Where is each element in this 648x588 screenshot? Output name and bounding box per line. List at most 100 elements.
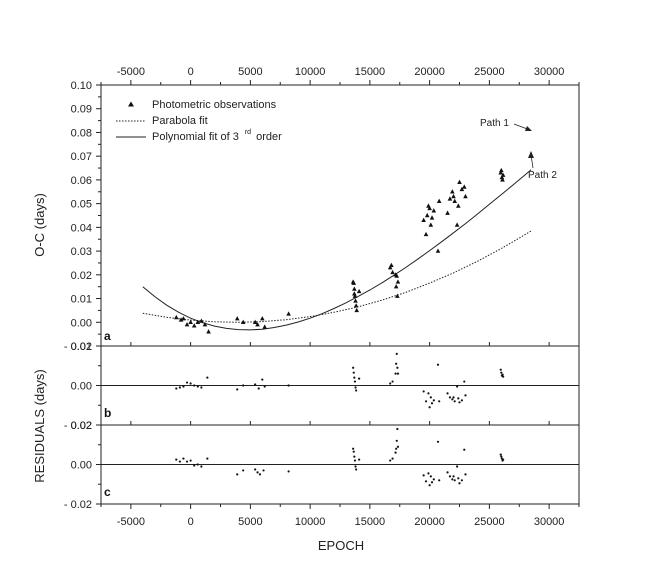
annotation-arrowhead-path-2 [528, 151, 534, 158]
residual-point-b [236, 388, 239, 391]
observation-point [498, 170, 504, 175]
residual-point-b [358, 377, 361, 380]
residual-point-c [396, 427, 399, 431]
x-tick-label-bottom: -5000 [117, 516, 145, 528]
residual-point-b [438, 400, 441, 403]
y-tick-label-a: 0.02 [71, 270, 92, 282]
residual-point-c [206, 457, 209, 460]
observation-point [428, 222, 434, 227]
observation-point [395, 293, 400, 298]
residual-point-c [394, 451, 397, 454]
observation-point [354, 307, 360, 313]
residual-point-c [436, 440, 440, 443]
observation-point [450, 189, 455, 194]
observation-point [240, 319, 246, 324]
residual-point-c [395, 447, 398, 450]
residual-point-c [352, 450, 355, 453]
residual-point-b [193, 384, 196, 387]
observation-point [463, 193, 468, 199]
observation-point [352, 293, 358, 298]
annotation-path-2: Path 2 [528, 170, 557, 181]
data-points [173, 167, 506, 487]
observation-point [178, 317, 184, 322]
observation-point [447, 196, 453, 201]
observation-point [431, 208, 437, 213]
residual-point-b [196, 385, 199, 388]
residual-point-b [422, 390, 425, 393]
residual-point-b [464, 394, 467, 397]
observation-point [195, 319, 201, 324]
residual-point-c [189, 459, 192, 462]
residual-point-c [200, 465, 203, 468]
residual-point-b [355, 389, 358, 392]
y-tick-label-c: 0.00 [71, 460, 92, 472]
residual-point-c [175, 458, 178, 461]
observation-point [435, 248, 441, 253]
residual-point-c [258, 473, 262, 476]
observation-point [459, 186, 465, 192]
residual-point-c [193, 464, 196, 467]
observation-point [500, 172, 506, 177]
residual-point-c [429, 475, 432, 478]
residual-point-c [353, 455, 356, 458]
y-tick-label-c: 0.02 [71, 420, 92, 432]
residual-point-c [287, 470, 290, 473]
observation-point [252, 319, 258, 324]
y-tick-label-a: 0.06 [71, 175, 92, 187]
annotation-arrowhead-path-1 [525, 126, 532, 131]
residual-point-b [189, 382, 192, 385]
legend-label-parabola: Parabola fit [152, 115, 208, 127]
legend-poly-sup: rd [245, 129, 251, 136]
y-tick-label-a: 0.03 [71, 246, 92, 258]
x-tick-label-bottom: 25000 [474, 516, 505, 528]
y-tick-label-a: 0.09 [71, 104, 92, 116]
residual-point-b [263, 385, 266, 388]
plot-frame [100, 84, 580, 505]
residual-point-b [353, 380, 357, 383]
y-tick-label-a: 0.04 [71, 222, 92, 234]
observation-point [429, 215, 435, 220]
residual-point-b [287, 384, 290, 387]
residual-point-c [354, 465, 357, 468]
x-tick-label-top: 30000 [534, 66, 565, 78]
tick-marks [96, 80, 580, 509]
observation-point [421, 217, 426, 222]
observation-point [424, 212, 430, 218]
observation-point [393, 284, 399, 289]
y-tick-label-c: - 0.02 [64, 499, 92, 511]
legend-poly-main: Polynomial fit of 3 [152, 131, 239, 143]
observation-point [255, 322, 260, 327]
panel-label-c: c [104, 485, 111, 499]
observation-point [395, 279, 401, 284]
residual-point-c [353, 459, 357, 462]
panel-label-a: a [104, 329, 111, 343]
x-tick-label-bottom: 0 [188, 516, 194, 528]
residual-point-b [500, 371, 503, 374]
observation-point [356, 288, 362, 294]
residual-point-b [452, 396, 455, 399]
residual-point-b [395, 362, 398, 365]
annotations: Path 1 Path 2 [480, 118, 557, 181]
residual-point-b [394, 372, 397, 375]
residual-point-c [396, 445, 400, 448]
residual-point-b [396, 372, 400, 375]
residual-point-c [424, 480, 428, 483]
residual-point-c [458, 482, 461, 485]
observation-point [499, 174, 505, 180]
residual-point-c [448, 475, 452, 478]
residual-point-c [256, 471, 259, 474]
fit-curves [101, 169, 579, 465]
observation-point [351, 280, 357, 285]
x-axis-label: EPOCH [318, 538, 364, 553]
residual-point-c [428, 484, 431, 487]
residual-point-b [499, 368, 502, 371]
y-tick-label-a: 0.08 [71, 127, 92, 139]
residual-point-b [175, 387, 178, 390]
observation-point [389, 262, 394, 268]
parabola-fit-line [142, 230, 532, 323]
residual-point-c [185, 460, 189, 463]
residual-point-b [430, 402, 434, 405]
residual-point-b [352, 366, 355, 369]
legend-poly-tail: order [253, 131, 282, 143]
